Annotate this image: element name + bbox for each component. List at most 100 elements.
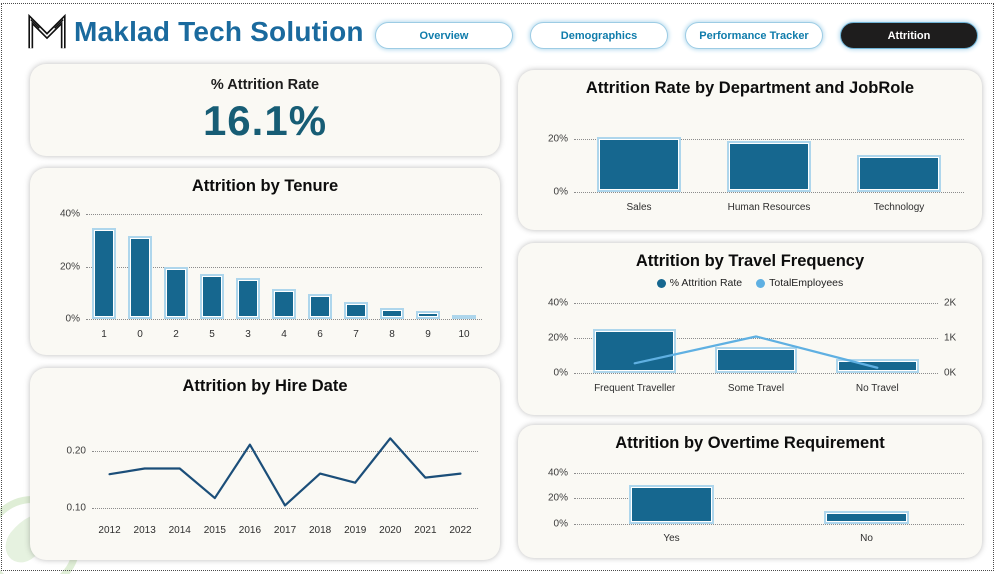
bar[interactable] bbox=[596, 137, 682, 192]
y-axis-tick: 40% bbox=[547, 467, 568, 479]
bar-slot bbox=[230, 214, 266, 319]
bar[interactable] bbox=[593, 329, 676, 373]
bar[interactable] bbox=[726, 141, 812, 192]
bar[interactable] bbox=[823, 510, 910, 524]
gridline bbox=[92, 508, 478, 510]
x-axis-label: 2015 bbox=[203, 525, 226, 536]
y-axis-tick: 0% bbox=[553, 186, 568, 198]
gridline bbox=[574, 138, 964, 140]
gridline bbox=[574, 192, 964, 193]
legend-label: TotalEmployees bbox=[769, 277, 844, 289]
legend-item[interactable]: % Attrition Rate bbox=[656, 277, 743, 289]
bar-slot bbox=[158, 214, 194, 319]
bar[interactable] bbox=[856, 155, 942, 192]
legend-dot-icon bbox=[656, 278, 666, 288]
bar-slot bbox=[769, 465, 964, 524]
card-attrition-by-hire-date: Attrition by Hire Date 0.20 0.10 2012 2013… bbox=[30, 368, 500, 560]
x-axis-label: 2013 bbox=[133, 525, 156, 536]
bars bbox=[574, 465, 964, 524]
x-axis-label: 8 bbox=[389, 329, 395, 340]
kpi-card-attrition-rate: % Attrition Rate 16.1% bbox=[30, 64, 500, 156]
bar[interactable] bbox=[416, 311, 440, 319]
y2-axis-tick: 0K bbox=[944, 367, 957, 379]
line-series[interactable] bbox=[92, 423, 478, 514]
bar[interactable] bbox=[236, 277, 260, 319]
tab-performance-tracker[interactable]: Performance Tracker bbox=[685, 22, 823, 49]
x-axis-label: 4 bbox=[281, 329, 287, 340]
line-series[interactable] bbox=[574, 303, 938, 373]
bar-slot bbox=[266, 214, 302, 319]
gridline bbox=[86, 319, 482, 320]
gridline bbox=[574, 524, 964, 525]
gridline bbox=[574, 373, 938, 374]
bar[interactable] bbox=[628, 484, 715, 524]
y-axis-tick: 0% bbox=[553, 367, 568, 379]
y-axis-tick: 40% bbox=[59, 208, 80, 220]
x-axis-label: 6 bbox=[317, 329, 323, 340]
x-axis-label: 10 bbox=[458, 329, 470, 340]
x-axis-label: Yes bbox=[663, 533, 680, 544]
bar[interactable] bbox=[92, 227, 116, 319]
hire-date-line-chart: 0.20 0.10 bbox=[67, 423, 478, 514]
x-axis-label: 0 bbox=[137, 329, 143, 340]
bar[interactable] bbox=[380, 307, 404, 319]
bar-slot bbox=[574, 303, 695, 373]
department-bar-chart: 20% 0% bbox=[548, 112, 964, 198]
bar[interactable] bbox=[200, 274, 224, 319]
x-axis-label: Human Resources bbox=[727, 202, 811, 213]
overtime-x-axis-labels: Yes No bbox=[574, 533, 964, 544]
bar[interactable] bbox=[128, 236, 152, 319]
bar[interactable] bbox=[308, 293, 332, 319]
bars bbox=[574, 112, 964, 192]
x-axis-label: 9 bbox=[425, 329, 431, 340]
bar[interactable] bbox=[164, 266, 188, 319]
app-title: Maklad Tech Solution bbox=[74, 16, 364, 47]
x-axis-label: 2022 bbox=[449, 525, 472, 536]
legend-label: % Attrition Rate bbox=[669, 277, 743, 289]
overtime-bar-chart: 40% 20% 0% bbox=[548, 465, 964, 530]
bar[interactable] bbox=[714, 346, 798, 373]
legend-item[interactable]: TotalEmployees bbox=[756, 277, 843, 289]
x-axis-label: 1 bbox=[101, 329, 107, 340]
chart-title-travel: Attrition by Travel Frequency bbox=[635, 252, 865, 270]
bar[interactable] bbox=[452, 315, 476, 319]
x-axis-label: Technology bbox=[873, 202, 925, 213]
x-axis-label: Frequent Traveller bbox=[594, 383, 676, 394]
x-axis-label: 2012 bbox=[98, 525, 121, 536]
tab-overview[interactable]: Overview bbox=[375, 22, 513, 49]
hire-date-x-axis-labels: 2012 2013 2014 2015 2016 2017 2018 2019 2020 2021… bbox=[92, 525, 478, 536]
travel-chart-legend: % Attrition Rate TotalEmployees bbox=[518, 277, 982, 289]
travel-x-axis-labels: Frequent Traveller Some Travel No Travel bbox=[574, 383, 938, 394]
y-axis-tick: 20% bbox=[547, 492, 568, 504]
y-axis-tick: 0% bbox=[65, 313, 80, 325]
x-axis-label: No Travel bbox=[855, 383, 899, 394]
x-axis-label: 3 bbox=[245, 329, 251, 340]
x-axis-label: 2021 bbox=[414, 525, 437, 536]
y-axis-tick: 40% bbox=[547, 297, 568, 309]
tab-demographics[interactable]: Demographics bbox=[530, 22, 668, 49]
gridline bbox=[574, 338, 938, 339]
y2-axis-tick: 1K bbox=[944, 332, 957, 344]
kpi-label: % Attrition Rate bbox=[210, 77, 320, 93]
bar[interactable] bbox=[344, 302, 368, 319]
department-x-axis-labels: Sales Human Resources Technology bbox=[574, 202, 964, 213]
gridline bbox=[86, 266, 482, 268]
chart-title-tenure: Attrition by Tenure bbox=[191, 177, 339, 195]
y-axis-tick: 0% bbox=[553, 518, 568, 530]
y-axis-tick: 20% bbox=[59, 261, 80, 272]
kpi-value: 16.1% bbox=[202, 97, 328, 144]
bar-slot bbox=[574, 465, 769, 524]
tab-attrition[interactable]: Attrition bbox=[840, 22, 978, 49]
gridline bbox=[574, 498, 964, 500]
bar-slot bbox=[86, 214, 122, 319]
bar-slot bbox=[122, 214, 158, 319]
x-axis-label: 2014 bbox=[168, 525, 191, 536]
bar-slot bbox=[374, 214, 410, 319]
card-attrition-by-overtime: Attrition by Overtime Requirement 40% 20%… bbox=[518, 425, 982, 558]
x-axis-label: Sales bbox=[626, 202, 652, 213]
bar[interactable] bbox=[272, 289, 296, 319]
x-axis-label: No bbox=[860, 533, 873, 544]
nav-tabs: Overview Demographics Performance Tracke… bbox=[375, 22, 978, 49]
bar-slot bbox=[704, 112, 834, 192]
